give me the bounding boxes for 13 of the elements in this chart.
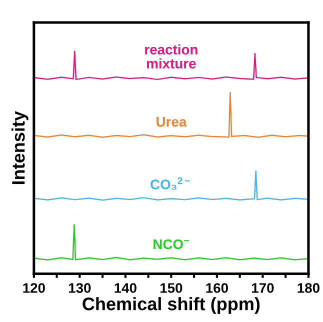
x-tick-label: 170: [252, 283, 274, 293]
x-axis-title: Chemical shift (ppm): [82, 297, 260, 314]
series-label: reaction mixture: [145, 44, 198, 68]
series-label: CO₃$^{2−}$: [150, 177, 190, 190]
x-tick-label: 140: [114, 283, 136, 293]
series-label: NCO$^{−}$: [154, 239, 189, 250]
x-tick-label: 180: [298, 283, 320, 293]
x-tick-label: 150: [160, 283, 182, 293]
x-tick-label: 130: [68, 283, 91, 293]
series-label: Urea: [156, 117, 187, 127]
x-tick-label: 120: [23, 283, 45, 293]
y-axis-title: Intensity: [12, 111, 28, 184]
x-tick-label: 160: [206, 283, 228, 293]
